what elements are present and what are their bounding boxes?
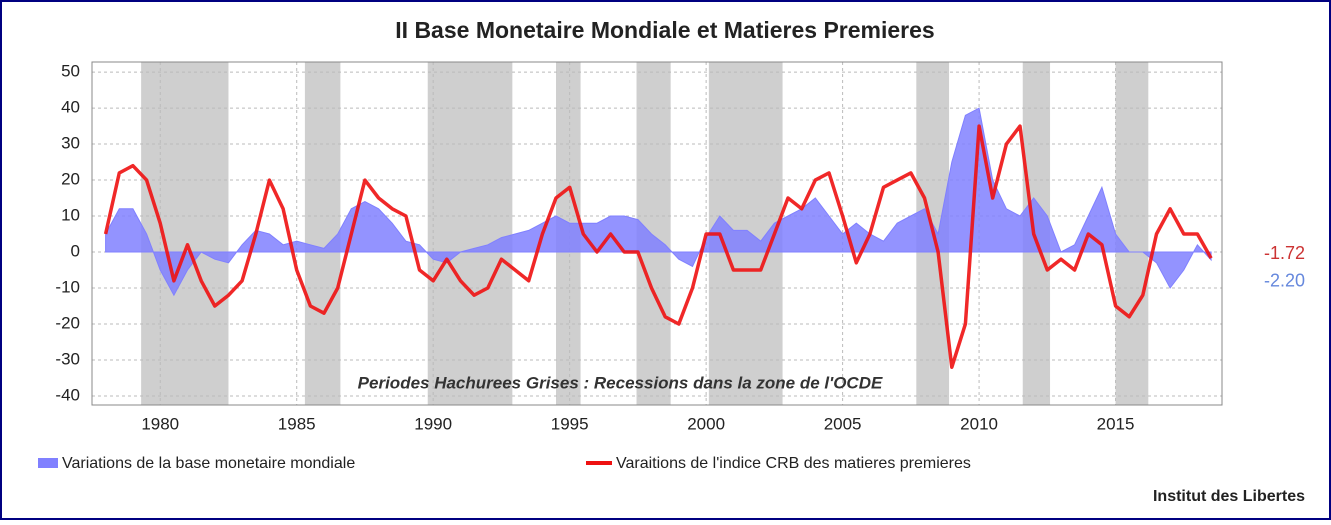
line	[103, 124, 1213, 369]
y-tick-label: 10	[61, 206, 80, 225]
recession-band	[141, 62, 229, 405]
annotation: Periodes Hachurees Grises : Recessions d…	[358, 373, 883, 392]
x-tick-label: 2005	[824, 414, 862, 433]
x-tick-label: 2015	[1097, 414, 1135, 433]
y-tick-label: 30	[61, 134, 80, 153]
y-tick-label: -40	[55, 385, 80, 404]
chart-title: II Base Monetaire Mondiale et Matieres P…	[395, 17, 934, 43]
legend-swatch	[38, 458, 58, 468]
y-tick-label: 20	[61, 170, 80, 189]
area	[105, 107, 1212, 297]
x-tick-label: 2000	[687, 414, 725, 433]
plot	[92, 62, 1222, 405]
x-tick-label: 1980	[141, 414, 179, 433]
recession-band	[1115, 62, 1149, 405]
x-tick-label: 1985	[278, 414, 316, 433]
y-tick-label: -30	[55, 349, 80, 368]
legend-label: Variations de la base monetaire mondiale	[62, 455, 355, 472]
source: Institut des Libertes	[1153, 488, 1305, 505]
y-tick-label: 40	[61, 98, 80, 117]
recession-band	[427, 62, 513, 405]
end-label: -2.20	[1264, 271, 1305, 291]
y-tick-label: -20	[55, 314, 80, 333]
legend-label: Varaitions de l'indice CRB des matieres …	[616, 455, 971, 472]
y-tick-label: -10	[55, 278, 80, 297]
recession-band	[304, 62, 341, 405]
y-tick-label: 50	[61, 62, 80, 81]
end-label: -1.72	[1264, 243, 1305, 263]
y-tick-label: 0	[71, 242, 80, 261]
x-tick-label: 1995	[551, 414, 589, 433]
x-tick-label: 1990	[414, 414, 452, 433]
x-tick-label: 2010	[960, 414, 998, 433]
plot-frame	[91, 61, 1223, 406]
